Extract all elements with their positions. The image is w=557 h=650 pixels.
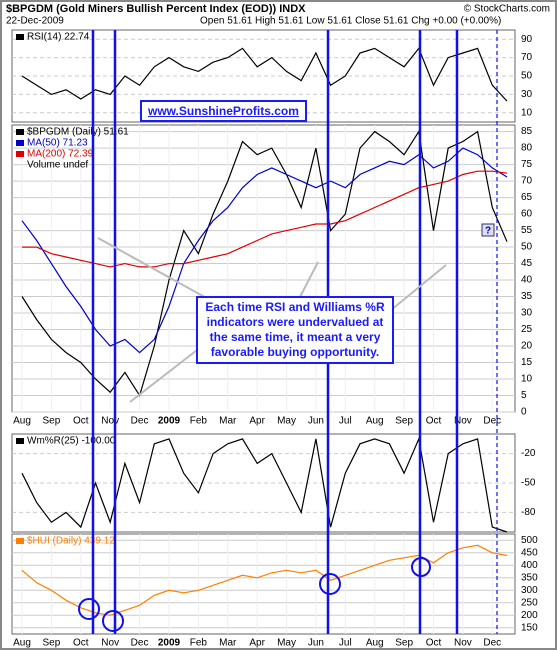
- legend-swatch: [16, 438, 24, 444]
- y-tick-label: 10: [521, 374, 533, 385]
- y-tick-label: 85: [521, 126, 533, 137]
- x-tick-label: Oct: [73, 416, 89, 427]
- x-tick-label: Jun: [308, 638, 324, 649]
- x-tick-label: Sep: [42, 638, 60, 649]
- x-tick-label: Aug: [13, 638, 31, 649]
- y-tick-label: 80: [521, 143, 533, 154]
- x-tick-label: Feb: [190, 638, 208, 649]
- x-tick-label: Mar: [219, 416, 237, 427]
- y-tick-label: 55: [521, 225, 533, 236]
- x-tick-label: Mar: [219, 638, 237, 649]
- x-tick-label: Oct: [426, 416, 442, 427]
- x-tick-label: Apr: [249, 638, 265, 649]
- x-tick-label: Oct: [426, 638, 442, 649]
- panel-frame: [11, 533, 516, 635]
- highlight-lines: [91, 30, 498, 634]
- x-tick-label: Dec: [483, 416, 501, 427]
- x-tick-label: Dec: [131, 638, 149, 649]
- legend-swatch: [16, 538, 24, 544]
- y-tick-label: -50: [521, 478, 536, 489]
- y-tick-label: 450: [521, 547, 538, 558]
- y-tick-label: 350: [521, 572, 538, 583]
- legend-note: Volume undef: [27, 160, 88, 171]
- y-tick-label: 50: [521, 71, 533, 82]
- quote: Open 51.61 High 51.61 Low 51.61 Close 51…: [200, 16, 501, 27]
- x-tick-label: Aug: [366, 638, 384, 649]
- x-tick-label: May: [277, 416, 296, 427]
- x-tick-label: 2009: [158, 416, 181, 427]
- legend-label: $BPGDM (Daily) 51.61: [27, 127, 129, 138]
- y-tick-label: 0: [521, 407, 527, 418]
- x-tick-label: Apr: [249, 416, 265, 427]
- x-tick-label: Jul: [339, 638, 352, 649]
- x-tick-label: Nov: [454, 416, 472, 427]
- x-tick-label: Nov: [101, 416, 119, 427]
- x-tick-label: Aug: [366, 416, 384, 427]
- y-tick-label: 35: [521, 291, 533, 302]
- date: 22-Dec-2009: [6, 16, 64, 27]
- legend-swatch: [16, 34, 24, 40]
- series-line: [21, 147, 508, 354]
- x-tick-label: Aug: [13, 416, 31, 427]
- website: www.SunshineProfits.com: [140, 100, 307, 122]
- y-tick-label: 60: [521, 209, 533, 220]
- x-tick-label: Jun: [308, 416, 324, 427]
- y-tick-label: 150: [521, 622, 538, 633]
- y-tick-label: 30: [521, 89, 533, 100]
- y-tick-label: 10: [521, 107, 533, 118]
- y-tick-label: 75: [521, 159, 533, 170]
- y-tick-label: -20: [521, 448, 536, 459]
- series-line: [21, 436, 508, 533]
- x-tick-label: 2009: [158, 638, 181, 649]
- legend-swatch: [16, 151, 24, 157]
- y-tick-label: 90: [521, 34, 533, 45]
- y-tick-label: 25: [521, 324, 533, 335]
- x-tick-label: Nov: [454, 638, 472, 649]
- legend-label: MA(200) 72.39: [27, 149, 94, 160]
- legend-swatch: [16, 140, 24, 146]
- legend-swatch: [16, 129, 24, 135]
- y-tick-label: -80: [521, 507, 536, 518]
- title: $BPGDM (Gold Miners Bullish Percent Inde…: [6, 3, 306, 15]
- x-tick-label: Feb: [190, 416, 208, 427]
- x-tick-label: Sep: [395, 416, 413, 427]
- series-line: [22, 170, 508, 268]
- y-tick-label: 15: [521, 357, 533, 368]
- x-tick-label: Sep: [42, 416, 60, 427]
- y-tick-label: 20: [521, 341, 533, 352]
- series-line: [21, 129, 508, 397]
- y-tick-label: 70: [521, 176, 533, 187]
- x-tick-label: Dec: [483, 638, 501, 649]
- x-tick-label: Sep: [395, 638, 413, 649]
- y-tick-label: 45: [521, 258, 533, 269]
- x-tick-label: Jul: [339, 416, 352, 427]
- y-tick-label: 30: [521, 308, 533, 319]
- y-tick-label: 65: [521, 192, 533, 203]
- x-tick-label: Oct: [73, 638, 89, 649]
- marker-box: [481, 223, 495, 237]
- y-tick-label: 40: [521, 275, 533, 286]
- legend-label: MA(50) 71.23: [27, 138, 88, 149]
- y-tick-label: 250: [521, 597, 538, 608]
- x-tick-label: Dec: [131, 416, 149, 427]
- y-tick-label: 200: [521, 610, 538, 621]
- x-tick-label: Nov: [101, 638, 119, 649]
- y-tick-label: 500: [521, 535, 538, 546]
- legend-label: $HUI (Daily) 439.12: [27, 536, 115, 547]
- y-tick-label: 50: [521, 242, 533, 253]
- legend-label: RSI(14) 22.74: [27, 32, 90, 43]
- highlight-circles: [78, 557, 431, 632]
- y-tick-label: 5: [521, 390, 527, 401]
- marker: ?: [485, 226, 491, 237]
- y-tick-label: 70: [521, 52, 533, 63]
- note: Each time RSI and Williams %R indicators…: [196, 296, 394, 364]
- y-tick-label: 400: [521, 560, 538, 571]
- series-line: [21, 47, 508, 102]
- x-tick-label: May: [277, 638, 296, 649]
- legend-label: Wm%R(25) -100.00: [27, 436, 116, 447]
- y-tick-label: 300: [521, 585, 538, 596]
- source: © StockCharts.com: [464, 4, 550, 15]
